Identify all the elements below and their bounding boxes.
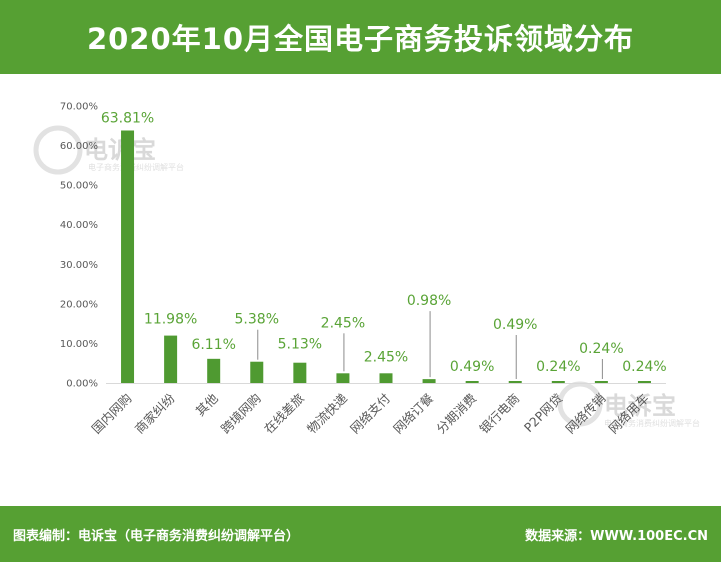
bar [551,381,565,383]
watermark-logo-text-2: 电诉宝 [604,392,676,420]
y-tick-label: 10.00% [60,339,98,350]
bar [250,361,264,383]
footer-source: 数据来源：WWW.100EC.CN [525,529,708,544]
x-tick-label: 国内网购 [89,391,135,437]
data-label: 0.98% [407,293,451,309]
bar [637,381,651,383]
x-tick-label: 网络传销 [563,391,609,437]
bar [336,373,350,383]
data-label: 0.24% [579,341,623,357]
y-tick-label: 70.00% [60,102,98,113]
bar [422,379,436,383]
watermark-logo-text: 电诉宝 [84,136,156,164]
x-tick-label: 网络订餐 [390,390,436,436]
data-label: 0.49% [493,317,537,333]
footer: 图表编制：电诉宝（电子商务消费纠纷调解平台） 数据来源：WWW.100EC.CN [0,506,721,562]
data-label: 63.81% [101,110,154,126]
leader-lines [257,311,603,379]
watermark-subtitle-text: 电子商务消费纠纷调解平台 [88,162,184,172]
y-tick-label: 40.00% [60,220,98,231]
bar [293,362,307,383]
bar [207,358,221,383]
x-tick-label: 物流快递 [304,390,350,436]
y-tick-label: 0.00% [66,379,98,390]
bar [465,381,479,383]
chart-title: 2020年10月全国电子商务投诉领域分布 [0,0,721,74]
data-labels: 63.81% 11.98% 6.11%5.38% 5.13% 2.45% 2.45% 0.9… [101,110,667,375]
footer-credit: 图表编制：电诉宝（电子商务消费纠纷调解平台） [13,529,300,544]
x-tick-label: 分期消费 [433,391,479,437]
data-label: 0.24% [536,359,580,375]
y-tick-label: 30.00% [60,260,98,271]
y-tick-label: 50.00% [60,181,98,192]
x-tick-label: P2P网贷 [521,391,566,436]
data-label: 5.13% [278,337,322,353]
data-label: 2.45% [364,349,408,365]
data-label: 0.49% [450,359,494,375]
bar [594,381,608,383]
x-tick-label: 跨境网购 [218,391,264,437]
data-label: 5.38% [235,312,279,328]
data-label: 0.24% [622,359,666,375]
bar [379,373,393,383]
chart-area: 电诉宝 电子商务消费纠纷调解平台 电诉宝 电子商务消费纠纷调解平台 0.00% 1… [0,74,721,506]
data-label: 6.11% [191,337,235,353]
data-label: 2.45% [321,315,365,331]
bar-chart: 电诉宝 电子商务消费纠纷调解平台 电诉宝 电子商务消费纠纷调解平台 0.00% 1… [33,102,700,436]
x-tick-label: 商家纠纷 [132,390,178,436]
x-tick-label: 银行电商 [476,391,522,437]
data-label: 11.98% [144,312,197,328]
x-tick-label: 网络支付 [347,391,393,437]
bar [164,335,178,383]
watermark-top: 电诉宝 电子商务消费纠纷调解平台 [33,125,184,175]
y-tick-label: 60.00% [60,141,98,152]
watermark-subtitle-text-2: 电子商务消费纠纷调解平台 [604,418,700,428]
bars [121,130,651,383]
bar [121,130,135,383]
bar [508,381,522,383]
x-tick-label: 其他 [193,390,222,419]
x-tick-label: 在线差旅 [261,391,307,437]
y-axis: 0.00% 10.00% 20.00% 30.00% 40.00% 50.00% 60.00… [60,102,98,390]
y-tick-label: 20.00% [60,299,98,310]
